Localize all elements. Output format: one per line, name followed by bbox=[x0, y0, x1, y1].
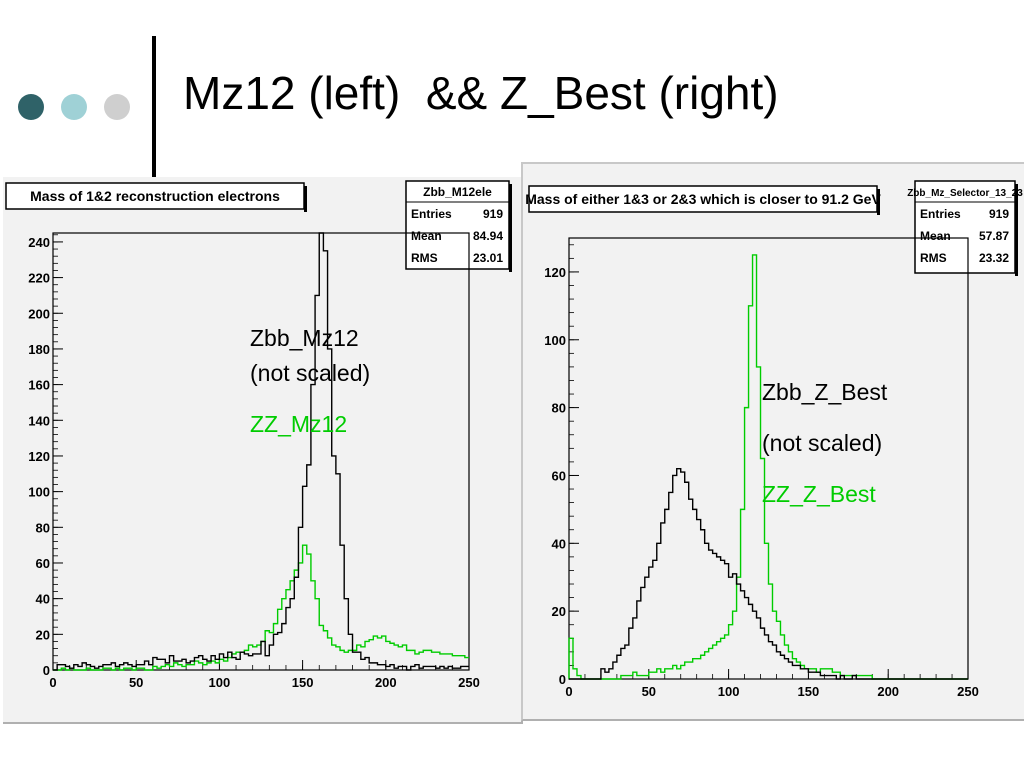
right-annotation-zz: ZZ_Z_Best bbox=[762, 481, 876, 507]
stats-label-rms: RMS bbox=[920, 251, 947, 265]
slide-title: Mz12 (left) && Z_Best (right) bbox=[183, 67, 779, 119]
y-tick-label: 180 bbox=[28, 342, 50, 357]
left-histogram-panel: Mass of 1&2 reconstruction electrons Zbb_… bbox=[3, 177, 523, 724]
y-tick-label: 20 bbox=[36, 627, 50, 642]
stats-value-entries: 919 bbox=[989, 207, 1009, 221]
right-annotation-not-scaled: (not scaled) bbox=[762, 430, 883, 456]
stats-value-entries: 919 bbox=[483, 207, 503, 221]
hist-title-box bbox=[5, 182, 305, 210]
y-tick-label: 0 bbox=[559, 672, 566, 687]
y-tick-label: 120 bbox=[544, 265, 566, 280]
right-annotation-zbb: Zbb_Z_Best bbox=[762, 379, 888, 405]
left-annotation-not-scaled: (not scaled) bbox=[250, 360, 371, 386]
stats-name: Zbb_M12ele bbox=[423, 185, 492, 199]
y-tick-label: 60 bbox=[552, 468, 566, 483]
y-tick-label: 100 bbox=[28, 485, 50, 500]
x-tick-label: 0 bbox=[565, 684, 572, 699]
plot-frame bbox=[568, 237, 969, 680]
x-tick-label: 100 bbox=[718, 684, 740, 699]
left-annotation-zbb: Zbb_Mz12 bbox=[250, 325, 359, 351]
hist-title-box bbox=[528, 185, 878, 213]
stats-value-rms: 23.32 bbox=[979, 251, 1009, 265]
bullet-dot-light bbox=[61, 94, 87, 120]
right-histogram-panel: Mass of either 1&3 or 2&3 which is close… bbox=[521, 162, 1024, 721]
x-tick-label: 150 bbox=[798, 684, 820, 699]
x-tick-label: 50 bbox=[642, 684, 656, 699]
x-tick-label: 100 bbox=[209, 675, 231, 690]
right-histogram: Mass of either 1&3 or 2&3 which is close… bbox=[525, 180, 1023, 699]
zbb-z-best-histogram-line bbox=[569, 467, 968, 680]
stats-value-mean: 57.87 bbox=[979, 229, 1009, 243]
stats-value-mean: 84.94 bbox=[473, 229, 503, 243]
stats-value-rms: 23.01 bbox=[473, 251, 503, 265]
y-tick-label: 0 bbox=[43, 663, 50, 678]
plot-frame bbox=[52, 232, 470, 671]
stats-box bbox=[914, 180, 1016, 274]
x-tick-label: 250 bbox=[957, 684, 979, 699]
y-tick-label: 40 bbox=[552, 536, 566, 551]
x-tick-label: 50 bbox=[129, 675, 143, 690]
zz-z-best-histogram-line bbox=[568, 254, 968, 680]
y-tick-label: 160 bbox=[28, 378, 50, 393]
stats-box-shadow bbox=[1015, 184, 1018, 276]
y-tick-label: 80 bbox=[36, 520, 50, 535]
stats-label-mean: Mean bbox=[411, 229, 442, 243]
stats-label-mean: Mean bbox=[920, 229, 951, 243]
x-tick-label: 200 bbox=[877, 684, 899, 699]
y-tick-label: 80 bbox=[552, 401, 566, 416]
hist-title-shadow bbox=[304, 186, 307, 212]
left-histogram: Mass of 1&2 reconstruction electrons Zbb_… bbox=[5, 180, 512, 690]
stats-box bbox=[405, 180, 510, 270]
y-tick-label: 120 bbox=[28, 449, 50, 464]
hist-title-shadow bbox=[877, 189, 880, 215]
hist-title: Mass of either 1&3 or 2&3 which is close… bbox=[525, 191, 881, 207]
bullet-dot-grey bbox=[104, 94, 130, 120]
stats-label-rms: RMS bbox=[411, 251, 438, 265]
y-tick-label: 140 bbox=[28, 413, 50, 428]
stats-box-shadow bbox=[509, 184, 512, 272]
y-tick-label: 60 bbox=[36, 556, 50, 571]
x-tick-label: 150 bbox=[292, 675, 314, 690]
y-tick-label: 100 bbox=[544, 333, 566, 348]
y-tick-label: 40 bbox=[36, 592, 50, 607]
x-tick-label: 250 bbox=[458, 675, 480, 690]
left-annotation-zz: ZZ_Mz12 bbox=[250, 411, 348, 437]
y-tick-label: 200 bbox=[28, 306, 50, 321]
zbb-mz12-histogram-line bbox=[53, 232, 469, 671]
hist-title: Mass of 1&2 reconstruction electrons bbox=[30, 188, 280, 204]
stats-name: Zbb_Mz_Selector_13_23 bbox=[907, 188, 1023, 199]
stats-label-entries: Entries bbox=[920, 207, 961, 221]
y-tick-label: 240 bbox=[28, 235, 50, 250]
title-divider bbox=[152, 36, 156, 178]
bullet-dot-dark bbox=[18, 94, 44, 120]
y-tick-label: 20 bbox=[552, 604, 566, 619]
x-tick-label: 0 bbox=[49, 675, 56, 690]
stats-label-entries: Entries bbox=[411, 207, 452, 221]
y-tick-label: 220 bbox=[28, 271, 50, 286]
x-tick-label: 200 bbox=[375, 675, 397, 690]
